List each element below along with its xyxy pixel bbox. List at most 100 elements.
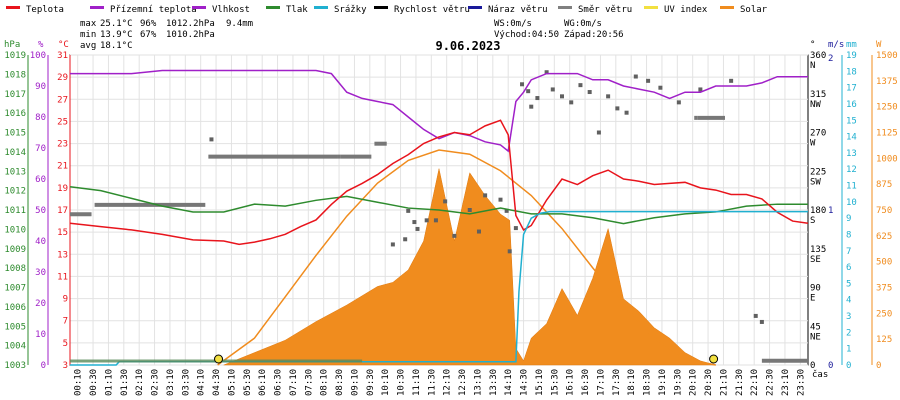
- marker-sunrise: [214, 354, 224, 364]
- wind-dir-point-35: [698, 87, 703, 92]
- axis-tick-pressure-8: 1011: [4, 206, 26, 216]
- axis-tick-solar-10: 250: [876, 309, 892, 319]
- legend-swatch-8: [644, 6, 658, 9]
- stat-min-press: 1010.2hPa: [166, 30, 215, 40]
- wind-dir-point-26: [587, 90, 592, 95]
- x-tick-22: 11:10: [412, 369, 422, 396]
- x-tick-42: 21:10: [719, 369, 729, 396]
- stat-max-press: 1012.2hPa: [166, 19, 215, 29]
- axis-tick-pressure-3: 1016: [4, 109, 26, 119]
- axis-tick-rain-7: 12: [846, 165, 857, 175]
- x-tick-15: 07:30: [304, 369, 314, 396]
- axis-tick-rain-15: 4: [846, 296, 851, 306]
- x-tick-10: 05:10: [227, 369, 237, 396]
- axis-tick-humidity-10: 0: [41, 361, 46, 371]
- x-tick-2: 01:10: [104, 369, 114, 396]
- axis-tick-pressure-15: 1004: [4, 342, 26, 352]
- axis-tick-rain-2: 17: [846, 84, 857, 94]
- axis-tick-solar-3: 1125: [876, 129, 898, 139]
- axis-tick-wind-speed-2: 0: [828, 361, 833, 371]
- wind-dir-point-29: [615, 106, 620, 111]
- axis-tick-humidity-8: 20: [35, 299, 46, 309]
- axis-unit-rain: mm: [846, 40, 857, 50]
- wind-dir-point-36: [729, 78, 734, 83]
- x-tick-41: 20:30: [704, 369, 714, 396]
- axis-tick-rain-8: 11: [846, 182, 857, 192]
- x-tick-5: 02:30: [151, 369, 161, 396]
- axis-tick-rain-3: 16: [846, 100, 857, 110]
- axis-tick-pressure-1: 1018: [4, 70, 26, 80]
- axis-tick-pressure-12: 1007: [4, 284, 26, 294]
- axis-tick-solar-5: 875: [876, 180, 892, 190]
- wind-dir-point-10: [467, 208, 472, 212]
- axis-tick-rain-19: 0: [846, 361, 851, 371]
- axis-tick-temperature-5: 21: [57, 162, 68, 172]
- axis-tick-wind-speed-1: 1: [828, 206, 833, 216]
- wind-dir-point-8: [443, 199, 448, 204]
- wind-dir-point-5: [415, 226, 420, 231]
- axis-tick-wind-dir-6: 90: [810, 284, 821, 294]
- x-tick-35: 17:30: [612, 369, 622, 396]
- axis-tick-humidity-7: 30: [35, 268, 46, 278]
- x-tick-31: 15:30: [550, 369, 560, 396]
- wind-dir-point-24: [569, 100, 574, 105]
- axis-tick-wind-dir-1: 315: [810, 90, 826, 100]
- axis-tick-wind-dir-name-3: SW: [810, 177, 821, 187]
- wind-dir-point-1: [390, 242, 395, 247]
- axis-tick-wind-dir-name-0: N: [810, 61, 815, 71]
- wind-dir-point-0: [209, 137, 214, 142]
- axis-unit-humidity: %: [38, 40, 44, 50]
- axis-tick-solar-6: 750: [876, 206, 892, 216]
- legend-label-8: UV index: [664, 5, 708, 15]
- x-tick-43: 21:30: [735, 369, 745, 396]
- axis-tick-pressure-16: 1003: [4, 361, 26, 371]
- wind-dir-point-12: [483, 193, 488, 198]
- wind-dir-point-34: [676, 100, 681, 105]
- x-tick-37: 18:30: [643, 369, 653, 396]
- axis-tick-temperature-2: 27: [57, 95, 68, 105]
- wind-dir-point-37: [753, 313, 758, 318]
- legend-swatch-1: [90, 6, 104, 9]
- axis-tick-wind-dir-name-1: NW: [810, 100, 821, 110]
- axis-tick-temperature-8: 15: [57, 228, 68, 238]
- legend-swatch-5: [374, 6, 388, 9]
- x-tick-4: 02:10: [135, 369, 145, 396]
- axis-tick-wind-dir-5: 135: [810, 245, 826, 255]
- axis-tick-solar-7: 625: [876, 232, 892, 242]
- x-tick-32: 16:10: [566, 369, 576, 396]
- wind-dir-point-32: [646, 78, 651, 83]
- stat-min-temp: 13.9°C: [100, 30, 133, 40]
- axis-tick-rain-5: 14: [846, 133, 857, 143]
- axis-unit-wind-dir: °: [810, 40, 815, 50]
- x-tick-19: 09:30: [366, 369, 376, 396]
- axis-tick-solar-0: 1500: [876, 51, 898, 61]
- axis-tick-solar-12: 0: [876, 361, 881, 371]
- axis-tick-wind-dir-4: 180: [810, 206, 826, 216]
- wind-dir-point-2: [403, 237, 408, 242]
- wind-dir-point-6: [424, 218, 429, 223]
- axis-tick-pressure-2: 1017: [4, 90, 26, 100]
- axis-tick-pressure-14: 1005: [4, 322, 26, 332]
- x-tick-29: 14:30: [520, 369, 530, 396]
- wind-dir-point-18: [526, 89, 531, 94]
- wind-dir-point-21: [544, 70, 549, 75]
- legend-label-5: Rychlost větru: [394, 5, 470, 15]
- axis-tick-solar-8: 500: [876, 258, 892, 268]
- legend-label-1: Přízemní teplota: [110, 5, 197, 15]
- x-tick-34: 17:10: [596, 369, 606, 396]
- axis-tick-temperature-6: 19: [57, 184, 68, 194]
- x-tick-9: 04:30: [212, 369, 222, 396]
- sun-ws: WS:0m/s: [494, 19, 532, 29]
- wind-dir-point-7: [433, 218, 438, 223]
- wind-dir-point-4: [412, 220, 417, 225]
- axis-tick-pressure-6: 1013: [4, 167, 26, 177]
- marker-sunset: [709, 354, 719, 364]
- axis-unit-solar: W: [876, 40, 882, 50]
- axis-tick-wind-dir-3: 225: [810, 167, 826, 177]
- axis-tick-humidity-5: 50: [35, 206, 46, 216]
- wind-dir-point-19: [529, 104, 534, 109]
- x-tick-47: 23:30: [796, 369, 806, 396]
- axis-tick-pressure-10: 1009: [4, 245, 26, 255]
- axis-tick-humidity-1: 90: [35, 82, 46, 92]
